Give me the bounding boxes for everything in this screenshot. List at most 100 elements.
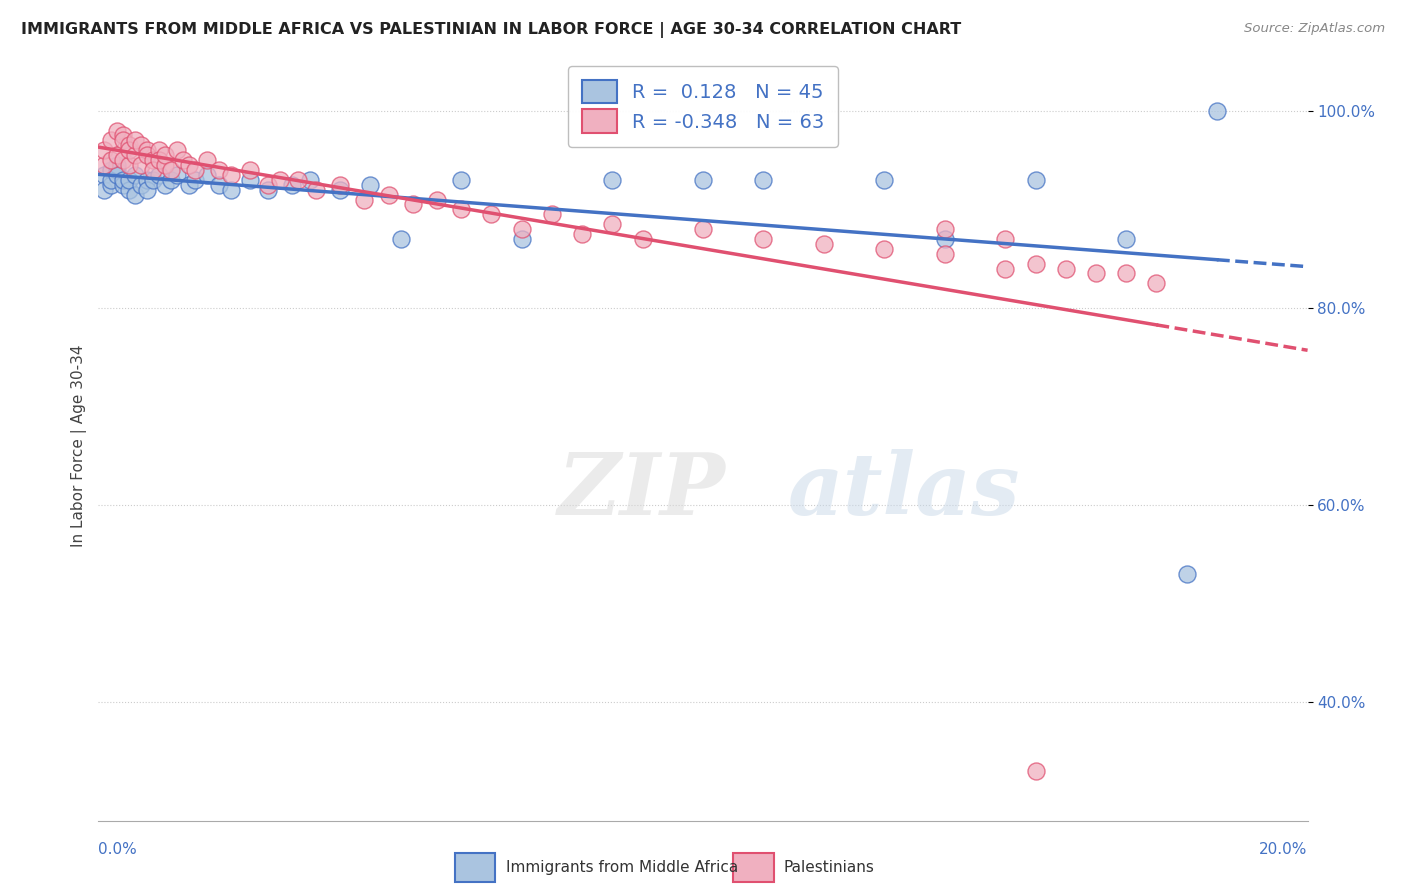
Point: [100, 173, 122, 187]
Point: [129, 158, 152, 172]
Point: [1206, 103, 1229, 118]
Point: [1054, 261, 1077, 276]
Point: [256, 183, 278, 197]
Point: [329, 178, 352, 192]
Point: [1085, 267, 1108, 281]
Point: [256, 178, 278, 192]
Point: [994, 232, 1017, 246]
Text: IMMIGRANTS FROM MIDDLE AFRICA VS PALESTINIAN IN LABOR FORCE | AGE 30-34 CORRELAT: IMMIGRANTS FROM MIDDLE AFRICA VS PALESTI…: [21, 22, 962, 38]
Point: [111, 153, 134, 167]
Point: [1024, 173, 1046, 187]
Point: [571, 227, 593, 241]
Point: [124, 148, 146, 162]
Point: [172, 153, 194, 167]
Point: [481, 207, 503, 221]
Point: [124, 168, 146, 182]
Text: ZIP: ZIP: [558, 450, 725, 533]
Point: [118, 183, 141, 197]
Text: Immigrants from Middle Africa: Immigrants from Middle Africa: [506, 860, 738, 875]
Text: atlas: atlas: [787, 450, 1021, 533]
Point: [118, 173, 141, 187]
Point: [160, 163, 183, 178]
Point: [142, 163, 165, 178]
Point: [153, 158, 176, 172]
Point: [100, 153, 122, 167]
Point: [1115, 232, 1137, 246]
Point: [221, 168, 243, 182]
Point: [208, 163, 231, 178]
Point: [184, 163, 207, 178]
Point: [602, 173, 624, 187]
Point: [195, 153, 218, 167]
Point: [450, 173, 472, 187]
FancyBboxPatch shape: [456, 854, 495, 881]
Point: [105, 163, 128, 178]
Point: [100, 178, 122, 192]
Point: [1144, 277, 1167, 291]
Point: [299, 173, 322, 187]
Text: Source: ZipAtlas.com: Source: ZipAtlas.com: [1244, 22, 1385, 36]
Point: [1175, 567, 1198, 582]
Point: [179, 158, 201, 172]
Point: [142, 173, 165, 187]
Point: [631, 232, 654, 246]
Point: [692, 222, 714, 236]
Point: [160, 173, 183, 187]
Point: [179, 178, 201, 192]
Point: [148, 143, 170, 157]
Point: [934, 232, 956, 246]
Point: [239, 173, 262, 187]
Point: [510, 232, 533, 246]
Point: [105, 168, 128, 182]
Point: [208, 178, 231, 192]
Point: [111, 133, 134, 147]
Point: [873, 242, 896, 256]
Point: [353, 193, 375, 207]
Point: [389, 232, 412, 246]
Point: [813, 236, 835, 251]
Point: [166, 143, 188, 157]
Point: [124, 187, 146, 202]
Point: [135, 173, 157, 187]
Point: [100, 133, 122, 147]
Point: [93, 158, 115, 172]
Point: [540, 207, 562, 221]
Point: [450, 202, 472, 217]
Point: [111, 173, 134, 187]
Point: [124, 133, 146, 147]
Point: [129, 138, 152, 153]
Point: [602, 217, 624, 231]
Point: [329, 183, 352, 197]
Point: [93, 143, 115, 157]
Point: [93, 168, 115, 182]
Point: [239, 163, 262, 178]
Point: [426, 193, 449, 207]
Point: [118, 138, 141, 153]
Point: [118, 143, 141, 157]
Point: [93, 183, 115, 197]
Point: [402, 197, 425, 211]
Point: [111, 128, 134, 143]
Point: [994, 261, 1017, 276]
Point: [195, 168, 218, 182]
Point: [287, 173, 309, 187]
Point: [148, 168, 170, 182]
Point: [105, 158, 128, 172]
Point: [105, 123, 128, 137]
Point: [221, 183, 243, 197]
Point: [105, 148, 128, 162]
Point: [269, 173, 291, 187]
Point: [873, 173, 896, 187]
Y-axis label: In Labor Force | Age 30-34: In Labor Force | Age 30-34: [72, 344, 87, 548]
Point: [129, 178, 152, 192]
Text: 20.0%: 20.0%: [1260, 842, 1308, 857]
Text: 0.0%: 0.0%: [98, 842, 138, 857]
Point: [1115, 267, 1137, 281]
Point: [153, 178, 176, 192]
Point: [510, 222, 533, 236]
Point: [135, 148, 157, 162]
Point: [1024, 257, 1046, 271]
Point: [752, 173, 775, 187]
Point: [118, 158, 141, 172]
Point: [1024, 764, 1046, 779]
